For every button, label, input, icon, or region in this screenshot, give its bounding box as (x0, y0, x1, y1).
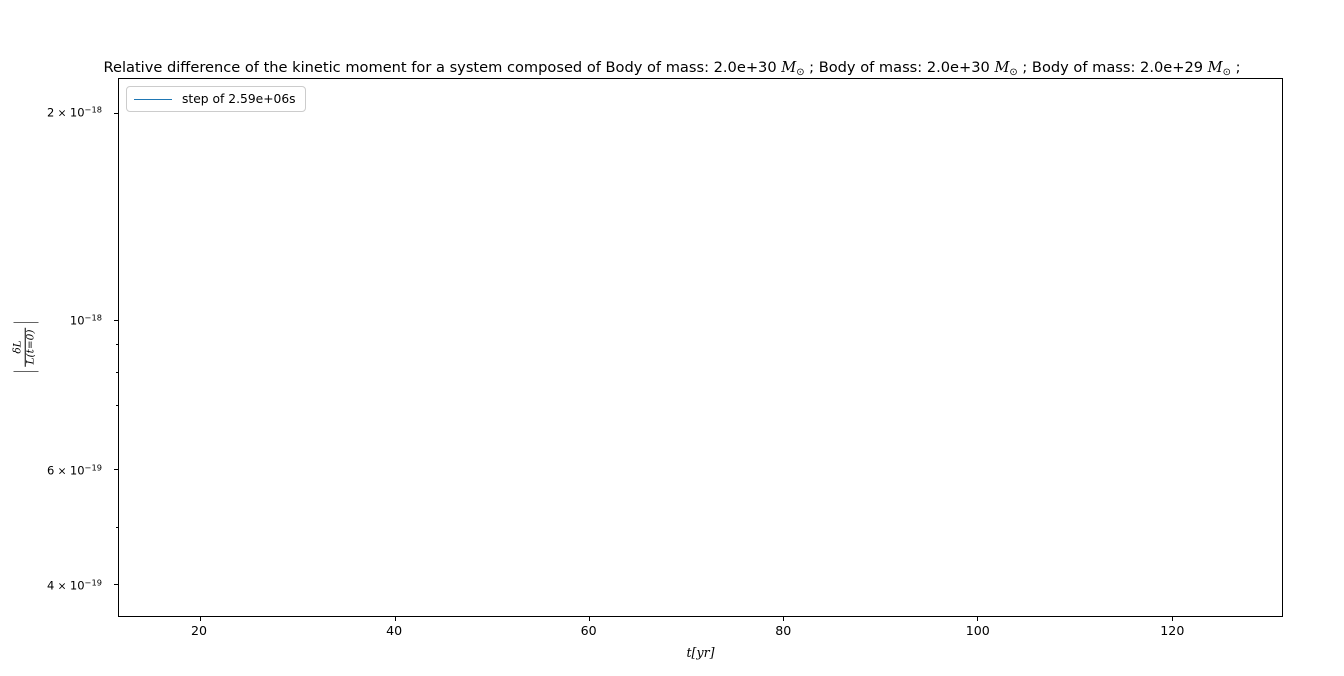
x-axis-major-tick (977, 616, 979, 622)
sun-subscript-2: ⊙ (1009, 66, 1018, 78)
x-axis-tick-label: 100 (965, 623, 990, 638)
y-axis-tick-label: 6 × 10−19 (46, 462, 102, 478)
solar-mass-symbol-1: M (781, 59, 797, 76)
fraction-denominator: L(t=0) (25, 330, 37, 365)
x-axis-tick-label: 80 (775, 623, 792, 638)
x-axis-variable: t (686, 645, 692, 660)
title-text-part-3: ; Body of mass: 2.0e+29 (1017, 59, 1208, 76)
x-axis-unit: [yr] (691, 645, 715, 660)
y-axis-label: | δL L(t=0) | (8, 78, 42, 617)
solar-mass-symbol-3: M (1207, 59, 1223, 76)
y-axis-label-text: | δL L(t=0) | (10, 319, 40, 377)
x-axis-label: t[yr] (118, 645, 1283, 660)
x-axis-major-tick (588, 616, 590, 622)
y-axis-tick-label: 4 × 10−19 (46, 577, 102, 593)
y-axis-minor-tick (115, 372, 119, 374)
y-axis-tick-label: 10−18 (69, 312, 102, 328)
legend-entry-label: step of 2.59e+06s (182, 92, 296, 106)
y-axis-major-tick (113, 584, 119, 586)
x-axis-tick-label: 40 (386, 623, 403, 638)
abs-bar-right: | (10, 320, 40, 326)
title-text-part-2: ; Body of mass: 2.0e+30 (804, 59, 995, 76)
x-axis-tick-label: 20 (190, 623, 207, 638)
title-text-part-4: ; (1230, 59, 1241, 76)
legend-line-swatch (134, 98, 172, 100)
x-axis-tick-label: 120 (1160, 623, 1185, 638)
y-axis-major-tick (113, 112, 119, 114)
x-axis-major-tick (1171, 616, 1173, 622)
legend-box[interactable]: step of 2.59e+06s (126, 86, 306, 112)
fraction-numerator: δL (11, 340, 24, 355)
y-axis-tick-label: 2 × 10−18 (46, 104, 102, 120)
y-axis-minor-tick (115, 404, 119, 406)
y-axis-major-tick (113, 320, 119, 322)
x-axis-major-tick (199, 616, 201, 622)
y-axis-major-tick (113, 469, 119, 471)
x-axis-major-tick (394, 616, 396, 622)
y-axis-minor-tick (115, 344, 119, 346)
x-axis-tick-label: 60 (580, 623, 597, 638)
chart-title-line-1: Relative difference of the kinetic momen… (0, 56, 1344, 85)
x-axis-major-tick (783, 616, 785, 622)
y-axis-minor-tick (115, 527, 119, 529)
x-axis-tick-labels: 20 40 60 80 100 120 (118, 623, 1283, 643)
y-axis-tick-labels: 2 × 10−18 10−18 6 × 10−19 4 × 10−19 (0, 78, 112, 617)
abs-bar-left: | (10, 369, 40, 375)
plot-axes[interactable]: step of 2.59e+06s (113, 78, 1283, 622)
title-text-part-1: Relative difference of the kinetic momen… (103, 59, 782, 76)
sun-subscript-3: ⊙ (1222, 66, 1231, 78)
plot-data-area[interactable] (119, 79, 1282, 616)
sun-subscript-1: ⊙ (796, 66, 805, 78)
solar-mass-symbol-2: M (994, 59, 1010, 76)
relative-error-fraction: δL L(t=0) (11, 328, 37, 367)
